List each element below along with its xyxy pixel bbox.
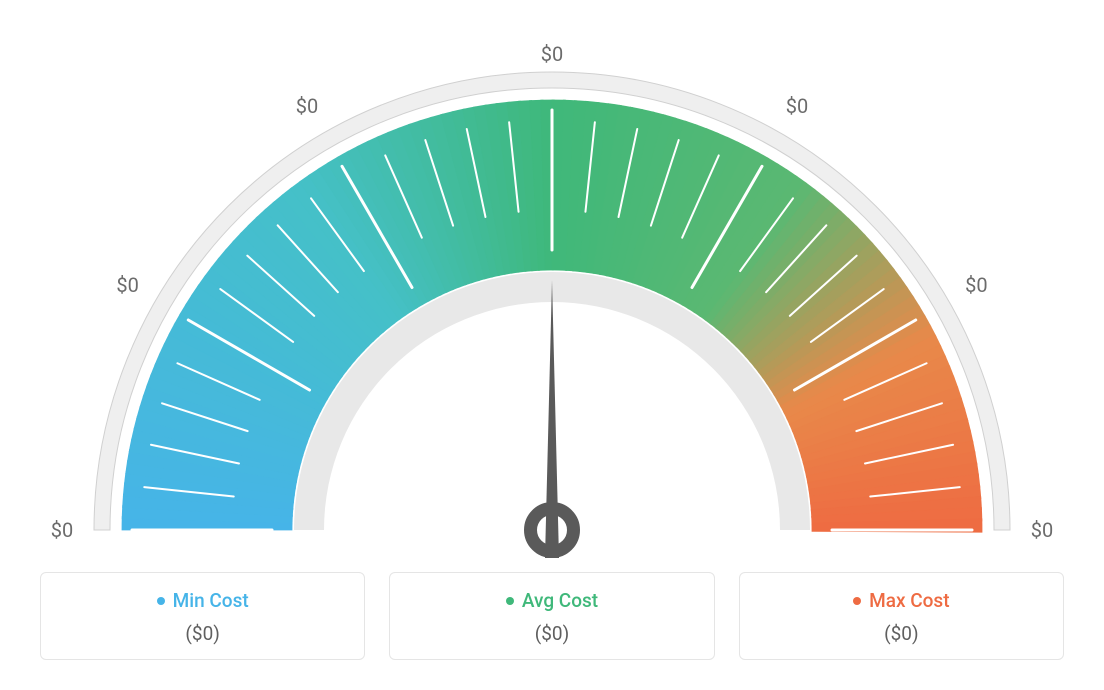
gauge-tick-label: $0: [51, 518, 73, 542]
gauge-tick-label: $0: [965, 273, 987, 297]
legend-label-min: Min Cost: [173, 589, 249, 612]
legend-title-min: Min Cost: [157, 589, 249, 612]
legend-value-avg: ($0): [390, 622, 713, 645]
gauge-tick-label: $0: [116, 273, 138, 297]
gauge-tick-label: $0: [1031, 518, 1053, 542]
gauge-tick-label: $0: [786, 94, 808, 118]
legend-dot-min: [157, 597, 165, 605]
gauge-tick-label: $0: [296, 94, 318, 118]
legend-label-avg: Avg Cost: [522, 589, 598, 612]
gauge-chart: $0 $0 $0 $0 $0 $0 $0: [0, 0, 1104, 560]
legend-value-max: ($0): [740, 622, 1063, 645]
cost-gauge-container: $0 $0 $0 $0 $0 $0 $0 Min Cost ($0) Avg Cost ($…: [0, 0, 1104, 690]
legend-value-min: ($0): [41, 622, 364, 645]
legend-title-max: Max Cost: [853, 589, 949, 612]
legend-dot-max: [853, 597, 861, 605]
gauge-tick-label: $0: [541, 42, 563, 66]
legend-card-avg: Avg Cost ($0): [389, 572, 714, 660]
legend-card-min: Min Cost ($0): [40, 572, 365, 660]
legend-title-avg: Avg Cost: [506, 589, 598, 612]
legend-card-max: Max Cost ($0): [739, 572, 1064, 660]
gauge-svg: [0, 20, 1104, 570]
legend-row: Min Cost ($0) Avg Cost ($0) Max Cost ($0…: [40, 572, 1064, 660]
legend-dot-avg: [506, 597, 514, 605]
legend-label-max: Max Cost: [869, 589, 949, 612]
